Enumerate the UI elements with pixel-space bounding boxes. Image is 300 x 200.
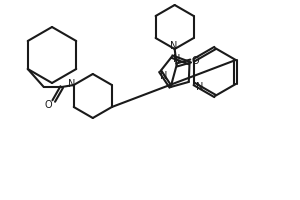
Text: O: O bbox=[45, 100, 52, 110]
Text: N: N bbox=[170, 41, 177, 51]
Text: N: N bbox=[160, 71, 167, 81]
Text: N: N bbox=[196, 82, 203, 92]
Text: N: N bbox=[68, 79, 75, 89]
Text: N: N bbox=[173, 54, 181, 64]
Text: O: O bbox=[192, 56, 200, 66]
